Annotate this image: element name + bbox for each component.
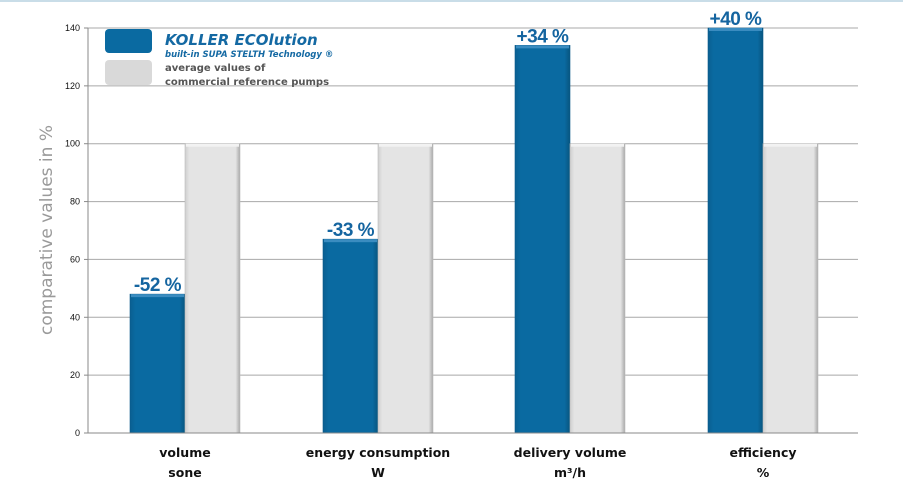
bar-top-bevel xyxy=(571,143,624,147)
legend-swatch-koller xyxy=(105,29,152,53)
legend: KOLLER ECOlution built-in SUPA STELTH Te… xyxy=(105,29,333,88)
bar-koller xyxy=(707,27,764,434)
legend-label-koller: KOLLER ECOlution xyxy=(165,31,318,49)
bar-koller xyxy=(322,238,379,434)
x-category-label: efficiency xyxy=(729,445,796,460)
data-label: -52 % xyxy=(134,275,182,296)
bar-top-bevel xyxy=(379,143,432,147)
bar-reference xyxy=(762,143,819,434)
y-tick-label: 120 xyxy=(65,81,80,91)
bar-top-bevel xyxy=(764,143,817,147)
data-label: +40 % xyxy=(710,9,763,30)
legend-swatch-reference xyxy=(105,60,152,85)
legend-sublabel-koller: built-in SUPA STELTH Technology ® xyxy=(165,50,333,60)
bar-koller xyxy=(129,293,186,434)
legend-label-reference-line2: commercial reference pumps xyxy=(165,77,329,88)
bar-top-bevel xyxy=(709,28,762,31)
data-label: +34 % xyxy=(517,26,570,47)
x-category-unit: sone xyxy=(168,465,201,480)
x-category-unit: m³/h xyxy=(554,465,586,480)
y-tick-label: 80 xyxy=(70,197,80,207)
y-tick-label: 60 xyxy=(70,254,80,264)
y-axis-label: comparative values in % xyxy=(37,125,57,335)
x-category-label: delivery volume xyxy=(514,445,627,460)
x-category-unit: W xyxy=(371,465,385,480)
x-category-unit: % xyxy=(757,465,770,480)
legend-label-reference-line1: average values of xyxy=(165,63,266,74)
y-tick-label: 100 xyxy=(65,139,80,149)
bar-reference xyxy=(569,143,626,434)
x-category-label: energy consumption xyxy=(306,445,450,460)
bar-top-bevel xyxy=(516,45,569,49)
bar-top-bevel xyxy=(324,239,377,243)
bar-reference xyxy=(377,143,434,434)
top-border xyxy=(0,0,903,2)
y-axis-ticks: 0 20 40 60 80 100 120 140 xyxy=(65,23,80,438)
bar-reference xyxy=(184,143,241,434)
bar-koller xyxy=(514,45,571,434)
y-tick-label: 40 xyxy=(70,312,80,322)
y-tick-label: 20 xyxy=(70,370,80,380)
y-tick-label: 0 xyxy=(75,428,80,438)
bar-top-bevel xyxy=(186,143,239,147)
bar-top-bevel xyxy=(131,294,184,298)
bars: -52 % -33 % +34 % +40 % xyxy=(129,9,819,434)
x-category-label: volume xyxy=(159,445,210,460)
y-tick-label: 140 xyxy=(65,23,80,33)
data-label: -33 % xyxy=(327,220,375,241)
